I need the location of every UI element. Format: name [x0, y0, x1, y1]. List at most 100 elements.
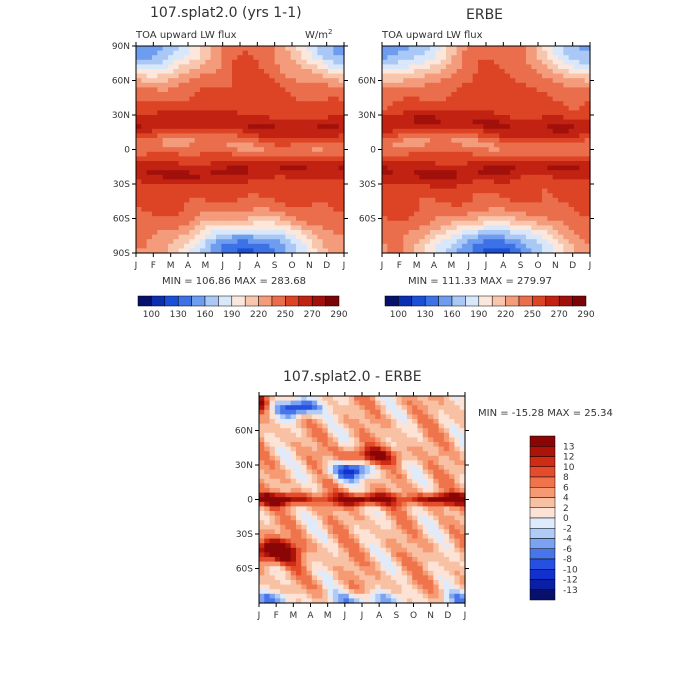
diff-map-cell: [290, 400, 297, 406]
erbe-map-cell: [536, 138, 543, 144]
erbe-map-cell: [494, 184, 500, 190]
erbe-map-cell: [424, 161, 431, 167]
diff-map-cell: [406, 534, 413, 540]
diff-map-cell: [459, 524, 466, 530]
erbe-map-cell: [536, 170, 543, 176]
erbe-map-cell: [392, 147, 399, 153]
model-map-cell: [333, 78, 340, 84]
erbe-map-cell: [430, 216, 436, 222]
model-map-cell: [301, 55, 308, 61]
diff-map-cell: [322, 492, 329, 498]
model-map-cell: [274, 50, 281, 56]
model-map-cell: [221, 234, 228, 240]
erbe-map-cell: [440, 142, 447, 148]
erbe-map-cell: [558, 207, 564, 213]
model-map-cell: [242, 105, 249, 111]
erbe-map-cell: [392, 138, 399, 144]
diff-map-cell: [449, 428, 456, 434]
erbe-map-cell: [520, 82, 527, 88]
erbe-map-cell: [536, 165, 543, 171]
model-map-cell: [306, 220, 313, 226]
erbe-map-cell: [526, 161, 532, 167]
model-map-cell: [157, 197, 164, 203]
model-map-cell: [253, 138, 260, 144]
diff-map-cell: [343, 497, 350, 503]
erbe-map-cell: [510, 211, 516, 217]
model-map-cell: [290, 115, 297, 121]
erbe-map-cell: [424, 69, 431, 75]
model-map-cell: [226, 124, 233, 130]
diff-map-cell: [264, 414, 271, 420]
erbe-map-cell: [536, 248, 543, 254]
model-map-cell: [157, 119, 164, 125]
diff-map-cell: [406, 529, 413, 535]
model-map-cell: [242, 46, 249, 52]
erbe-map-cell: [488, 220, 495, 226]
erbe-map-cell: [552, 156, 559, 162]
model-map-cell: [264, 193, 270, 199]
erbe-map-cell: [536, 46, 543, 52]
erbe-map-cell: [387, 101, 394, 107]
erbe-map-cell: [526, 133, 532, 139]
erbe-map-cell: [504, 82, 511, 88]
erbe-map-cell: [584, 197, 591, 203]
diff-map-cell: [295, 497, 302, 503]
model-map-cell: [232, 151, 238, 157]
erbe-map-cell: [382, 234, 388, 240]
model-map-cell: [333, 234, 340, 240]
diff-map-cell: [264, 451, 271, 457]
model-map-cell: [258, 188, 265, 194]
model-map-cell: [173, 165, 180, 171]
diff-map-cell: [401, 474, 408, 480]
model-map-cell: [194, 96, 201, 102]
erbe-map-cell: [536, 230, 543, 236]
erbe-map-cell: [568, 115, 575, 121]
erbe-map-cell: [568, 87, 575, 93]
model-map-cell: [221, 202, 228, 208]
diff-map-cell: [459, 483, 466, 489]
erbe-map-cell: [435, 59, 442, 65]
erbe-map-cell: [579, 73, 586, 79]
model-map-cell: [322, 128, 329, 134]
model-map-cell: [328, 138, 334, 144]
erbe-map-cell: [451, 165, 458, 171]
erbe-map-cell: [414, 184, 420, 190]
diff-map-cell: [280, 506, 287, 512]
diff-map-cell: [454, 488, 461, 494]
erbe-map-cell: [579, 174, 586, 180]
diff-map-cell: [322, 488, 329, 494]
erbe-map-cell: [408, 211, 415, 217]
erbe-map-cell: [563, 234, 570, 240]
model-map-cell: [178, 119, 185, 125]
erbe-map-cell: [456, 55, 463, 61]
erbe-map-cell: [542, 87, 548, 93]
diff-map-cell: [338, 547, 345, 553]
erbe-map-cell: [467, 73, 474, 79]
erbe-map-cell: [536, 161, 543, 167]
diff-map-cell: [338, 529, 345, 535]
model-map-cell: [322, 92, 329, 98]
diff-map-cell: [301, 488, 308, 494]
erbe-map-cell: [584, 128, 591, 134]
diff-map-cell: [280, 451, 287, 457]
model-map-cell: [226, 156, 233, 162]
erbe-map-cell: [579, 170, 586, 176]
model-map-cell: [162, 188, 169, 194]
diff-map-cell: [433, 432, 440, 438]
erbe-map-xlabel: D: [569, 261, 576, 271]
model-map-cell: [216, 165, 222, 171]
model-map-cell: [221, 73, 228, 79]
diff-map-cell: [259, 538, 265, 544]
model-map-cell: [333, 105, 340, 111]
model-map-cell: [306, 156, 313, 162]
diff-map-cell: [375, 400, 382, 406]
diff-map-cell: [338, 446, 345, 452]
diff-map-cell: [348, 465, 355, 471]
model-map-cell: [152, 230, 158, 236]
model-map-cell: [232, 50, 238, 56]
model-map-cell: [168, 124, 174, 130]
model-map-cell: [312, 64, 318, 70]
diff-map-cell: [290, 474, 297, 480]
diff-map-cell: [285, 488, 292, 494]
model-map-cell: [210, 161, 217, 167]
